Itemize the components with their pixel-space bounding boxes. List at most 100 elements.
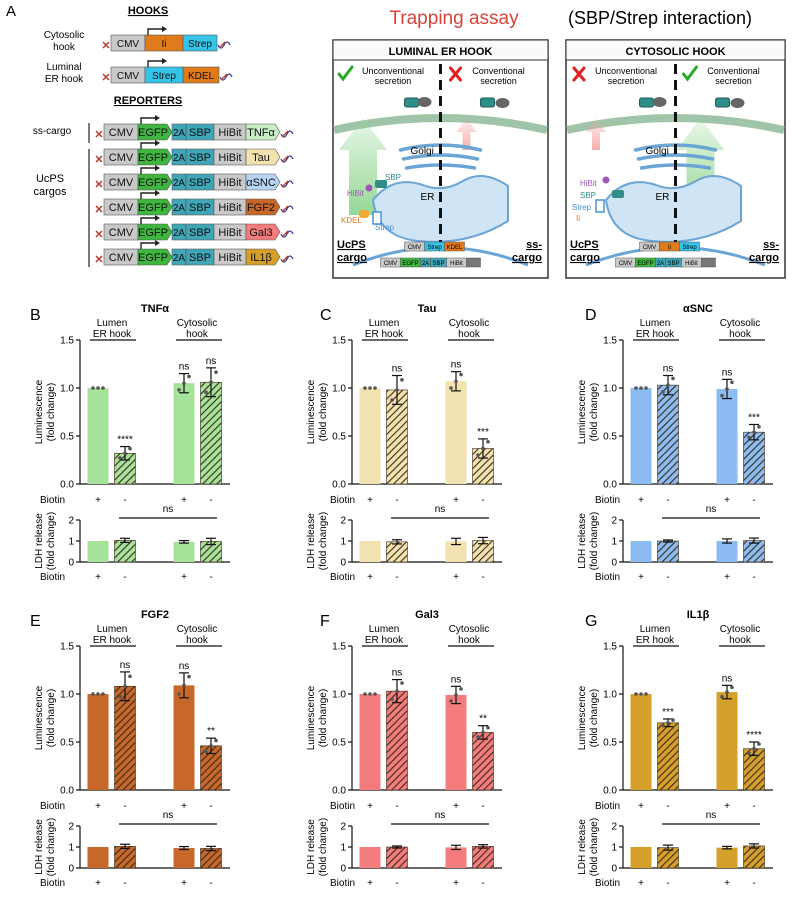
ldh-bar: [716, 541, 738, 562]
construct-end-cross: [281, 130, 289, 138]
panel-letter: B: [30, 307, 41, 324]
y-tick-label: 0.5: [60, 738, 74, 749]
significance-label: **: [207, 726, 215, 737]
ldh-bar: [657, 540, 679, 563]
y-tick-label: 1.0: [603, 690, 617, 701]
construct-part-shape: [245, 223, 281, 241]
cytosolic-hook-diagram: CYTOSOLIC HOOKUnconventionalsecretionCon…: [565, 39, 786, 279]
mini-reporter-label: HiBit: [450, 261, 463, 267]
ldh-biotin-sign: -: [123, 878, 126, 889]
construct-part-shape: [245, 148, 281, 166]
construct-part-label: CMV: [109, 177, 134, 189]
y-tick-label: 0.5: [603, 738, 617, 749]
data-point: [730, 685, 734, 690]
group-label-cyto-line1: Cytosolic: [177, 624, 218, 635]
left-cargo-line1: UcPS: [570, 239, 599, 251]
y-tick-label: 1.0: [60, 690, 74, 701]
group-label-cyto-line1: Cytosolic: [449, 624, 490, 635]
sbp-shape: [612, 190, 624, 198]
y-tick-label: 0.0: [60, 480, 74, 491]
left-cargo-line1: UcPS: [337, 239, 366, 251]
construct-part-shape: [137, 173, 173, 191]
ldh-biotin-sign: -: [123, 572, 126, 583]
construct-part-shape: [137, 223, 173, 241]
mini-kdel-label: KDEL: [447, 245, 463, 251]
ldh-bar: [114, 540, 136, 563]
ldh-bar: [716, 847, 738, 868]
promoter-arrowhead: [155, 240, 160, 246]
ldh-bar: [359, 541, 381, 562]
bar: [657, 384, 679, 485]
group-label-lumen-line2: ER hook: [365, 635, 404, 646]
hibit-label: HiBit: [580, 179, 598, 188]
construct-end-cross: [218, 41, 226, 49]
y-axis-label-line2: (fold change): [589, 689, 600, 747]
construct-part-label: CMV: [117, 39, 140, 50]
ldh-biotin-sign: -: [395, 878, 398, 889]
construct-part-label: EGFP: [138, 177, 168, 189]
data-point: [671, 376, 675, 381]
mini-cargo: [701, 257, 716, 268]
bar: [114, 686, 136, 791]
construct-part-label: 2A: [173, 253, 186, 264]
biotin-label: Biotin: [595, 801, 620, 812]
reporters-title: REPORTERS: [114, 95, 182, 107]
group-label-cyto-line2: hook: [729, 329, 752, 340]
ldh-biotin-sign: +: [367, 572, 373, 583]
y-axis-label-line1: Luminescence: [306, 379, 317, 444]
diagram-title-bar: [565, 39, 786, 61]
right-status-line2: secretion: [480, 76, 517, 86]
kdel-label: KDEL: [341, 216, 362, 225]
ldh-y-tick-label: 1: [340, 843, 346, 854]
group-label-cyto-line2: hook: [729, 635, 752, 646]
panel-letter: E: [30, 613, 41, 630]
construct-part-label: 2A: [173, 203, 186, 214]
biotin-sign: -: [123, 801, 126, 812]
group-label-lumen-line2: ER hook: [365, 329, 404, 340]
y-tick-label: 1.5: [603, 642, 617, 653]
ucps-label-line2: cargos: [33, 186, 67, 198]
data-point: [449, 386, 453, 390]
biotin-sign: -: [395, 801, 398, 812]
promoter-arrowhead: [162, 58, 167, 64]
ldh-biotin-sign: -: [481, 878, 484, 889]
golgi-label: Golgi: [411, 146, 434, 157]
biotin-label: Biotin: [40, 801, 65, 812]
construct-part-label: EGFP: [138, 202, 168, 214]
ldh-bar: [87, 847, 109, 868]
data-point: [390, 697, 394, 701]
data-point: [661, 723, 665, 728]
strep-shape: [372, 211, 382, 225]
hook-constructs: CMV Ii Strep CMV Strep KDEL: [102, 26, 233, 84]
construct-part-label: Strep: [188, 39, 212, 50]
construct-part-label: EGFP: [138, 227, 168, 239]
data-point: [182, 683, 186, 688]
data-point: [368, 692, 372, 696]
ldh-biotin-sign: +: [367, 878, 373, 889]
y-tick-label: 1.5: [603, 336, 617, 347]
data-point: [730, 380, 734, 385]
data-point: [747, 751, 751, 756]
biotin-sign: +: [95, 495, 101, 506]
ss-cargo-label: ss-cargo: [33, 126, 72, 137]
construct-end-cross: [281, 255, 289, 263]
data-point: [395, 689, 399, 693]
ldh-biotin-label: Biotin: [330, 878, 355, 889]
group-label-lumen-line2: ER hook: [93, 635, 132, 646]
ldh-y-axis-label-line2: (fold change): [589, 818, 600, 876]
secreted-sbp-right: [715, 97, 730, 108]
biotin-sign: +: [724, 495, 730, 506]
construct-part-label: 2A: [173, 153, 186, 164]
y-axis-label-line1: Luminescence: [306, 685, 317, 750]
right-cargo-line1: ss-: [763, 239, 779, 251]
biotin-sign: +: [367, 801, 373, 812]
ldh-y-axis-label-line2: (fold change): [318, 512, 329, 570]
data-point: [400, 681, 404, 685]
ldh-sig-label: ns: [163, 504, 174, 515]
ldh-y-axis-label-line2: (fold change): [46, 818, 57, 876]
construct-part-label: IL1β: [250, 252, 272, 264]
data-point: [363, 386, 367, 390]
ldh-biotin-sign: -: [752, 572, 755, 583]
biotin-sign: +: [181, 495, 187, 506]
